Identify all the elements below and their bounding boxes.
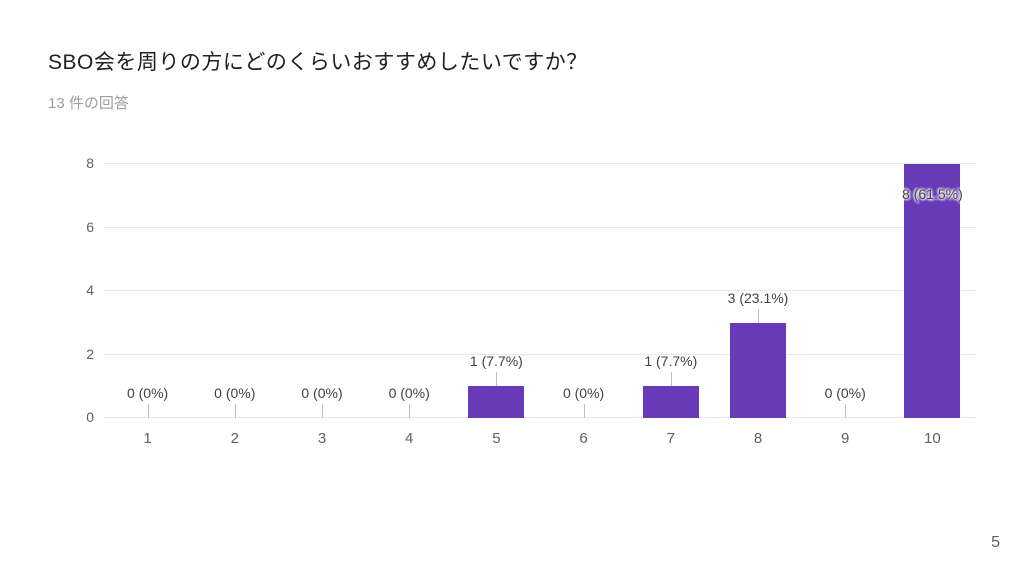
bar-8 xyxy=(730,322,786,418)
annotation-stem xyxy=(147,404,149,418)
bar-value-label: 0 (0%) xyxy=(824,385,866,401)
x-axis-tick-label: 9 xyxy=(841,430,850,447)
bar-value-label: 0 (0%) xyxy=(214,385,256,401)
x-axis-tick-label: 1 xyxy=(143,430,152,447)
annotation-stem xyxy=(758,308,759,323)
gridline xyxy=(104,290,976,291)
y-axis-tick-label: 6 xyxy=(86,218,94,235)
annotation-stem xyxy=(583,404,585,418)
gridline xyxy=(104,353,976,355)
x-axis-tick-label: 8 xyxy=(753,430,763,447)
gridline xyxy=(104,163,976,164)
response-count: 13 件の回答 xyxy=(48,95,129,112)
annotation-stem xyxy=(845,404,847,418)
x-axis-tick-label: 4 xyxy=(405,430,414,447)
slide-page-number: 5 xyxy=(991,534,1000,551)
bar-5 xyxy=(468,386,525,418)
x-axis-tick-label: 2 xyxy=(230,430,239,447)
x-axis-tick-label: 10 xyxy=(924,430,941,447)
plot-area: 0 (0%) 0 (0%) 0 (0%) 0 (0%) 1 (7.7%) 0 (0%) 1 … xyxy=(104,163,976,418)
bar-value-label: 0 (0%) xyxy=(388,385,430,401)
x-axis-tick-label: 3 xyxy=(317,430,327,447)
annotation-stem xyxy=(234,404,236,418)
bar-value-label: 0 (0%) xyxy=(126,385,169,401)
annotation-stem xyxy=(496,372,498,387)
bar-7 xyxy=(642,386,699,418)
annotation-stem xyxy=(670,372,672,387)
bar-chart: 0 (0%) 0 (0%) 0 (0%) 0 (0%) 1 (7.7%) 0 (0%) 1 … xyxy=(60,155,976,464)
gridline xyxy=(104,417,976,418)
y-axis-tick-label: 8 xyxy=(86,155,94,171)
bar-value-label: 1 (7.7%) xyxy=(644,353,698,370)
x-axis-tick-label: 6 xyxy=(579,430,588,447)
annotation-stem xyxy=(322,404,323,418)
y-axis-tick-label: 4 xyxy=(86,282,94,298)
bar-value-label: 0 (0%) xyxy=(301,385,343,401)
x-axis-tick-label: 5 xyxy=(492,430,501,447)
bar-value-label: 0 (0%) xyxy=(562,385,605,401)
bar-value-label: 8 (61.5%) xyxy=(902,186,963,202)
bar-10 xyxy=(904,164,961,418)
gridline xyxy=(104,226,976,228)
y-axis-tick-label: 0 xyxy=(86,409,94,425)
annotation-stem xyxy=(409,404,411,418)
bar-value-label: 1 (7.7%) xyxy=(469,353,523,370)
bar-value-label: 3 (23.1%) xyxy=(727,289,789,306)
chart-title: SBO会を周りの方にどのくらいおすすめしたいですか？ xyxy=(48,51,588,74)
x-axis-tick-label: 7 xyxy=(666,430,675,447)
y-axis-tick-label: 2 xyxy=(86,345,94,362)
